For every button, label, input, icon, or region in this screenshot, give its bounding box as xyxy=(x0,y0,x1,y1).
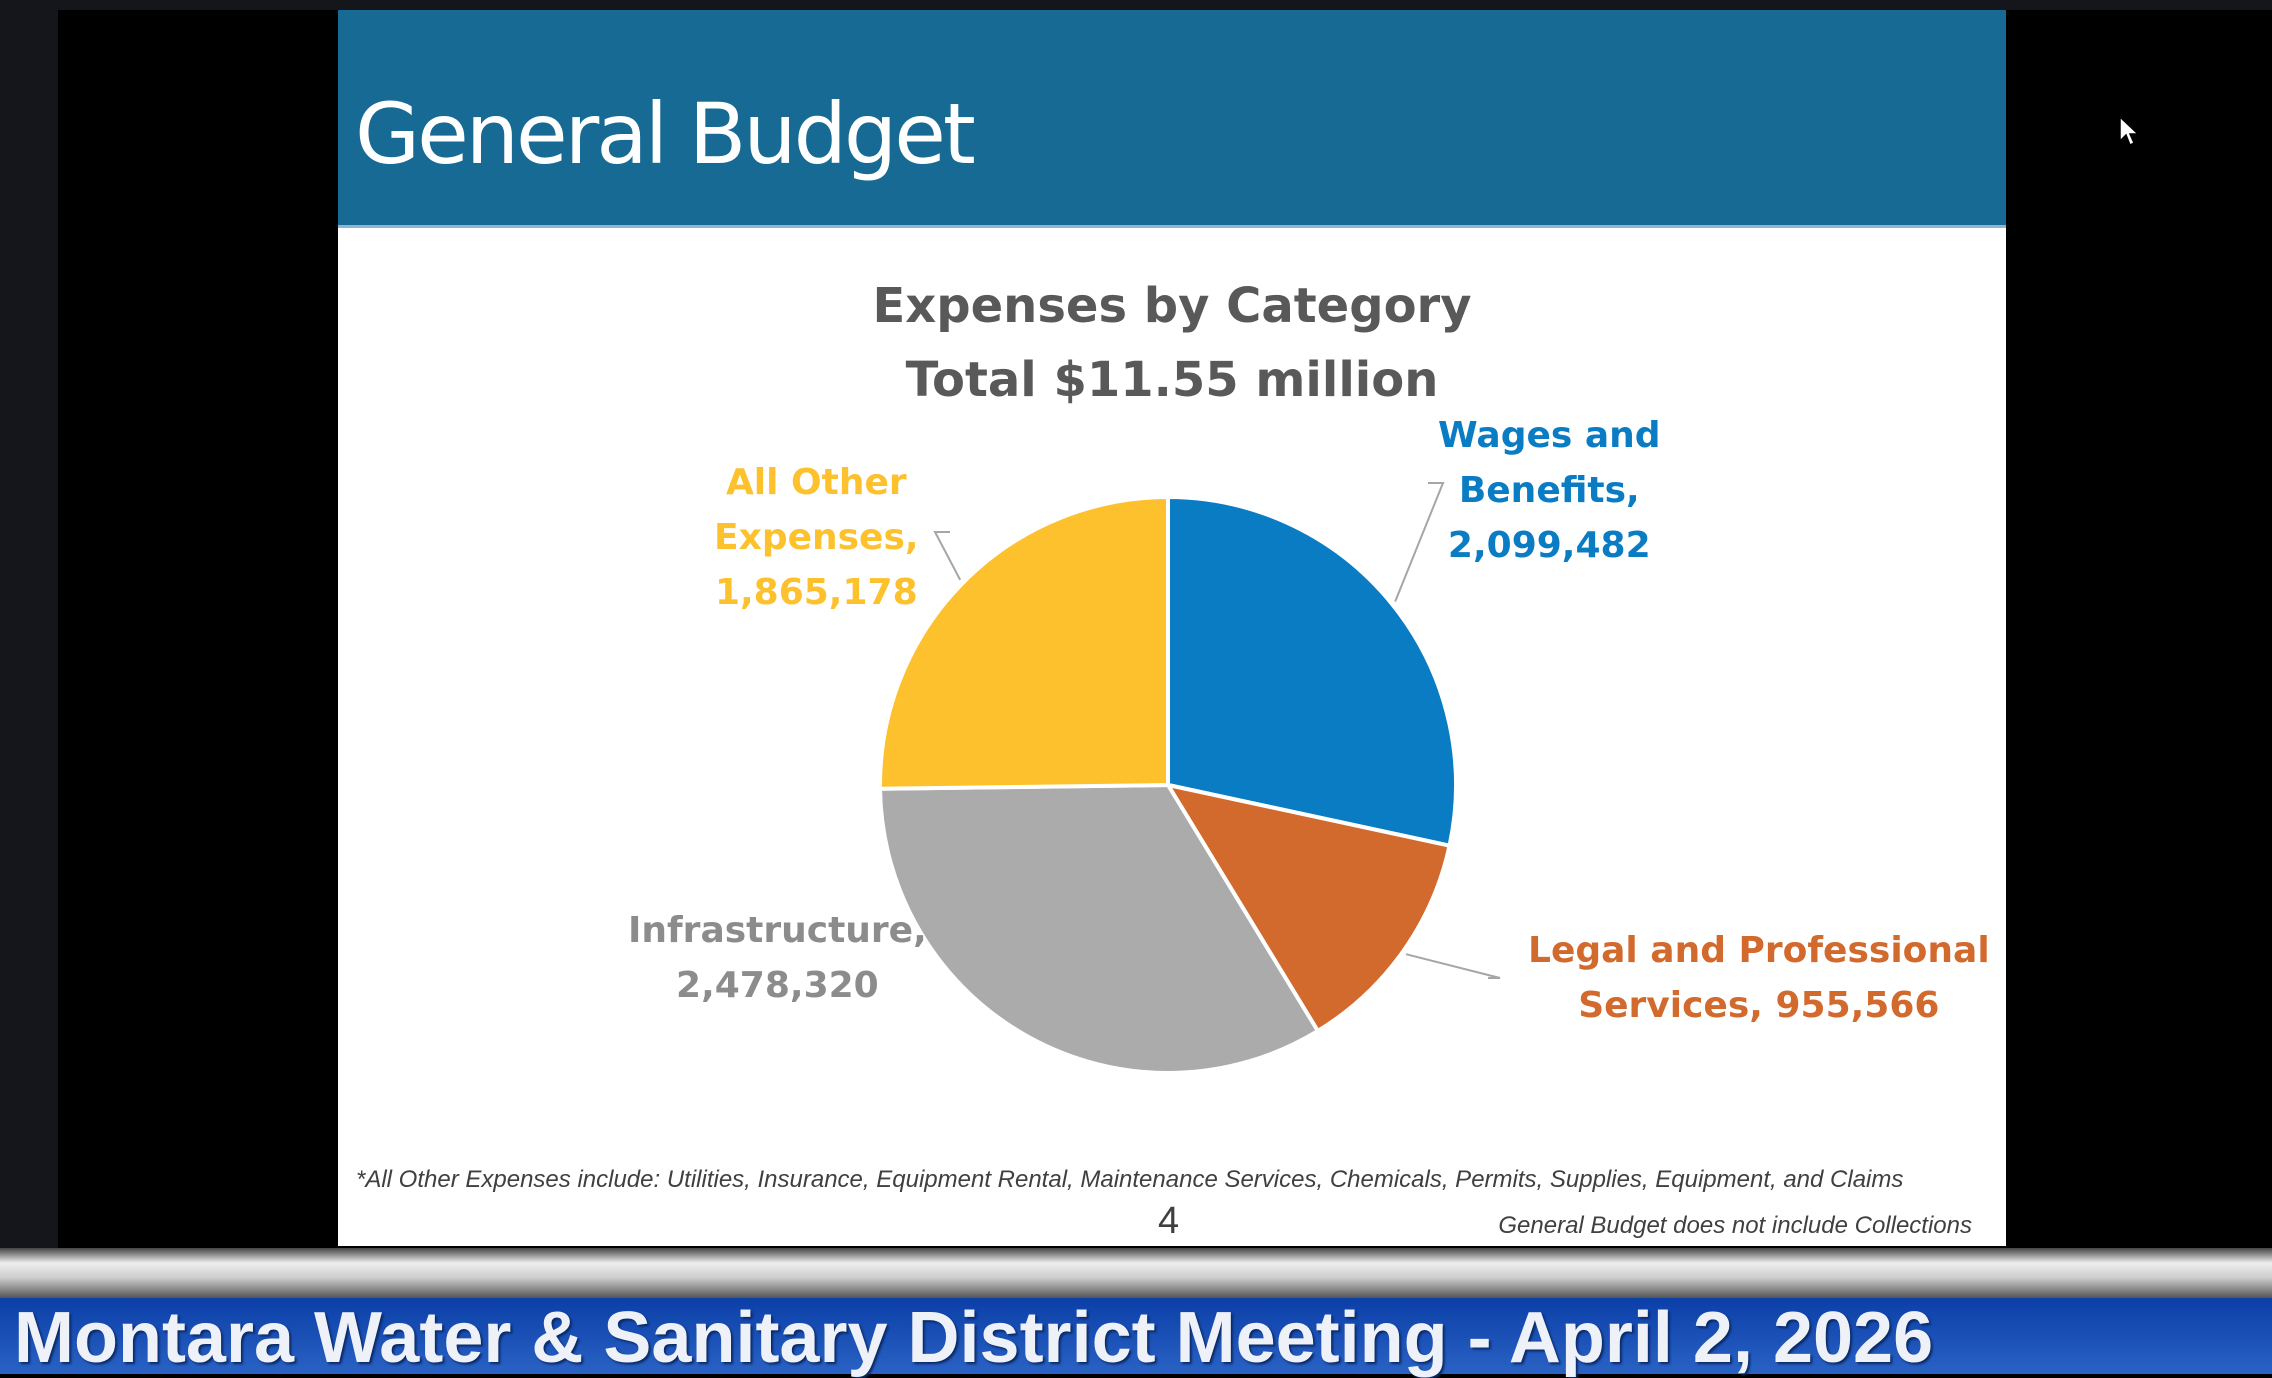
label-wages: Wages and Benefits, 2,099,482 xyxy=(1438,408,1661,573)
slide-header: General Budget xyxy=(338,10,2006,228)
chart-subtitle: Total $11.55 million xyxy=(905,352,1439,408)
page-number: 4 xyxy=(1158,1200,1180,1242)
label-line: 1,865,178 xyxy=(714,572,918,613)
banner-divider xyxy=(0,1248,2272,1298)
collections-note: General Budget does not include Collecti… xyxy=(1498,1212,1972,1239)
leader-line xyxy=(933,531,962,581)
chart-title: Expenses by Category xyxy=(872,278,1472,334)
label-line: Wages and xyxy=(1438,415,1661,456)
slide: General Budget Expenses by Category Tota… xyxy=(338,10,2006,1246)
label-line: All Other xyxy=(725,462,907,503)
left-frame-bar xyxy=(0,0,58,1250)
label-line: Benefits, xyxy=(1458,470,1640,511)
banner-text: Montara Water & Sanitary District Meetin… xyxy=(14,1298,1934,1378)
label-line: 2,478,320 xyxy=(676,965,879,1006)
top-frame-bar xyxy=(0,0,2272,10)
meeting-banner: Montara Water & Sanitary District Meetin… xyxy=(0,1298,2272,1378)
label-legal: Legal and Professional Services, 955,566 xyxy=(1528,923,1990,1033)
mouse-cursor-icon xyxy=(2119,115,2140,147)
pie-slice-wages-and-benefits xyxy=(1166,494,1458,849)
label-all-other: All Other Expenses, 1,865,178 xyxy=(714,455,919,620)
label-line: Infrastructure, xyxy=(628,910,927,951)
pie-slice-infrastructure xyxy=(877,782,1321,1075)
label-line: Legal and Professional xyxy=(1528,930,1990,971)
label-line: Services, 955,566 xyxy=(1578,985,1940,1026)
label-infrastructure: Infrastructure, 2,478,320 xyxy=(628,903,927,1013)
pie-slice-legal-and-professional-services xyxy=(1163,782,1452,1034)
label-line: Expenses, xyxy=(714,517,919,558)
label-line: 2,099,482 xyxy=(1447,525,1651,566)
pie-chart xyxy=(877,482,1501,1075)
pie-slice-all-other-expenses xyxy=(878,494,1170,791)
footnote: *All Other Expenses include: Utilities, … xyxy=(356,1166,1904,1193)
slide-title: General Budget xyxy=(355,85,976,183)
leader-line xyxy=(1405,953,1501,979)
leader-line xyxy=(1394,482,1445,602)
